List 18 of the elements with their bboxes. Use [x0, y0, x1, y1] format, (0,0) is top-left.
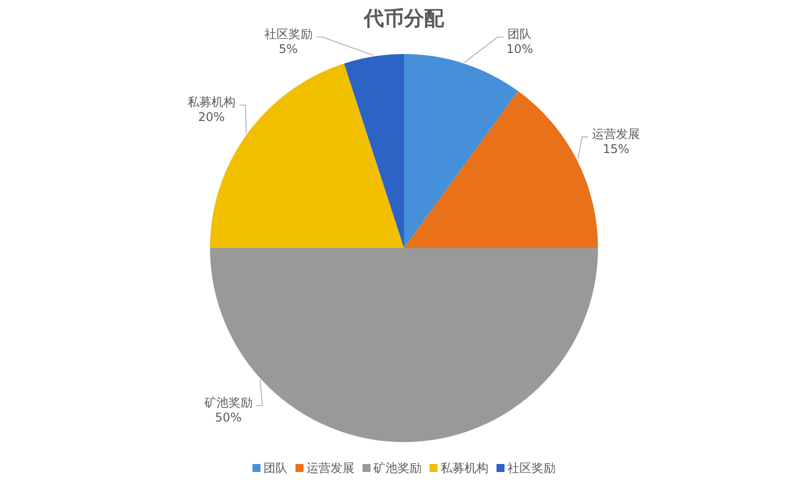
slice-label: 私募机构 [187, 95, 236, 110]
data-label: 20% [198, 110, 225, 124]
slice-label: 社区奖励 [264, 27, 312, 41]
data-label: 15% [602, 142, 630, 156]
slice-label: 矿池奖励 [203, 396, 252, 410]
legend-label: 社区奖励 [508, 461, 556, 475]
data-label: 50% [215, 410, 242, 425]
pie-slice [404, 54, 518, 248]
slice-label: 运营发展 [592, 126, 640, 141]
legend-label: 矿池奖励 [372, 461, 422, 475]
slice-label: 团队 [508, 27, 532, 41]
pie-slice [344, 54, 404, 248]
legend-label: 私募机构 [440, 461, 488, 475]
legend-label: 团队 [264, 461, 288, 475]
legend-label: 运营发展 [306, 461, 354, 475]
data-label: 10% [506, 42, 534, 56]
chart-title: 代币分配 [363, 7, 445, 30]
data-label: 5% [278, 42, 298, 56]
